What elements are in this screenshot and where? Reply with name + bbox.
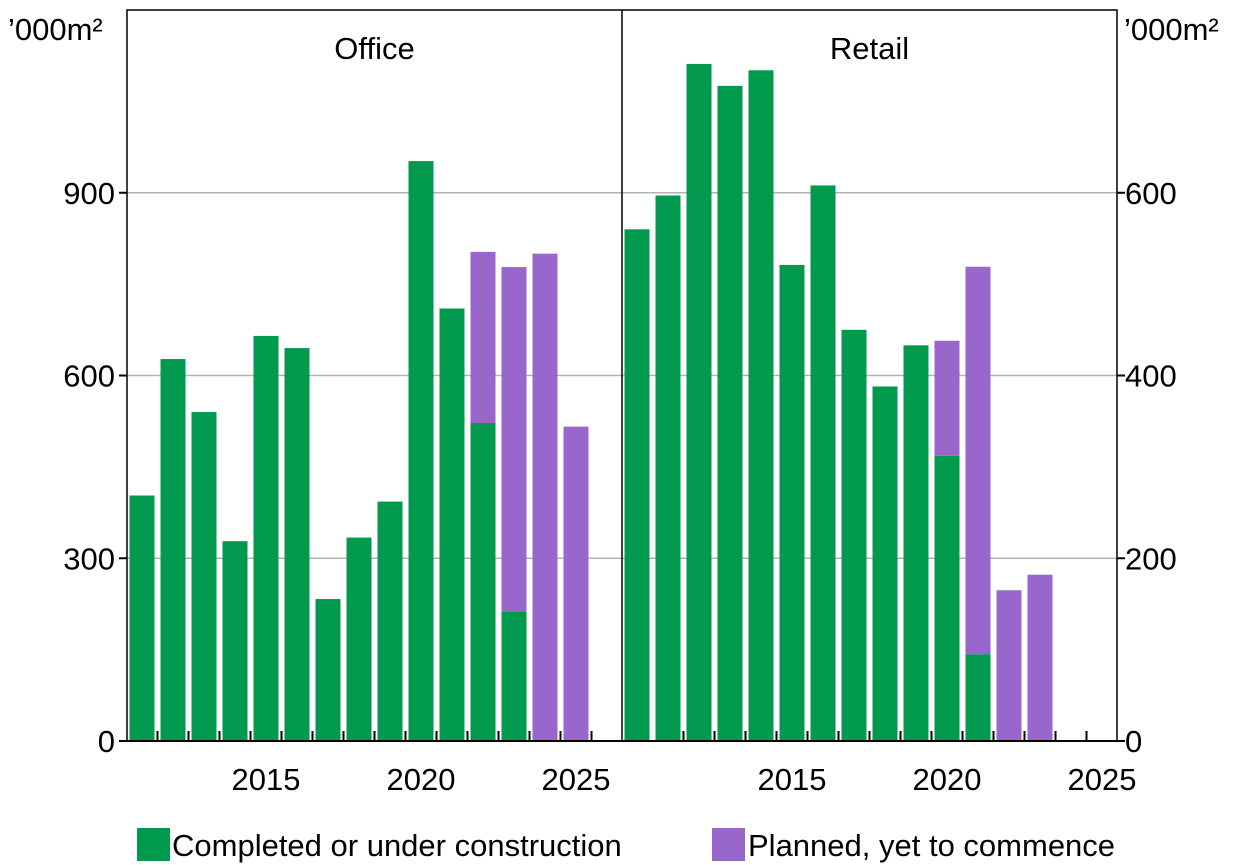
y-tick-label: 600 <box>1125 176 1177 211</box>
bar <box>160 359 186 741</box>
bar <box>717 85 743 741</box>
bar <box>872 386 898 741</box>
bar <box>686 63 712 741</box>
legend-label: Planned, yet to commence <box>748 828 1115 863</box>
bar <box>996 590 1022 741</box>
y-tick-label: 300 <box>63 541 115 576</box>
panel-title: Retail <box>830 31 909 66</box>
bar <box>315 599 341 741</box>
panel-title: Office <box>334 31 414 66</box>
bar <box>470 423 496 741</box>
bar <box>470 251 496 424</box>
bar <box>563 426 589 741</box>
bar <box>748 70 774 742</box>
bar <box>253 335 279 741</box>
bar <box>129 495 155 741</box>
bar <box>501 267 527 612</box>
bar <box>408 161 434 741</box>
bar <box>439 308 465 741</box>
bar <box>903 345 929 741</box>
bar <box>1027 574 1053 741</box>
legend-layer: Completed or under construction Planned, … <box>137 828 1115 863</box>
bar <box>284 348 310 741</box>
axes-layer <box>119 9 1125 742</box>
bar <box>532 253 558 741</box>
legend-swatch <box>137 828 170 861</box>
x-tick-label: 2020 <box>913 762 982 797</box>
x-tick-label: 2020 <box>387 762 456 797</box>
y-tick-label: 900 <box>63 176 115 211</box>
bar <box>222 541 248 741</box>
bar <box>501 611 527 741</box>
bar <box>779 264 805 741</box>
bar <box>965 654 991 741</box>
y-unit-label: ’000m² <box>8 12 103 47</box>
bars-layer <box>129 63 1053 742</box>
bar <box>841 329 867 741</box>
y-tick-label: 400 <box>1125 359 1177 394</box>
legend-swatch <box>712 828 745 861</box>
bar <box>346 537 372 741</box>
legend-label: Completed or under construction <box>172 828 622 863</box>
bar <box>624 229 650 742</box>
y-tick-label: 600 <box>63 359 115 394</box>
x-tick-label: 2015 <box>758 762 827 797</box>
bar <box>810 185 836 741</box>
bar <box>191 412 217 741</box>
x-tick-label: 2025 <box>1068 762 1137 797</box>
x-tick-label: 2015 <box>232 762 301 797</box>
bar <box>377 501 403 741</box>
y-tick-label: 0 <box>1125 724 1142 759</box>
y-tick-label: 200 <box>1125 541 1177 576</box>
bar <box>934 455 960 741</box>
y-unit-label: ’000m² <box>1124 12 1219 47</box>
bar <box>965 266 991 655</box>
y-tick-label: 0 <box>98 724 115 759</box>
bar <box>934 340 960 456</box>
bar <box>655 195 681 741</box>
x-tick-label: 2025 <box>542 762 611 797</box>
